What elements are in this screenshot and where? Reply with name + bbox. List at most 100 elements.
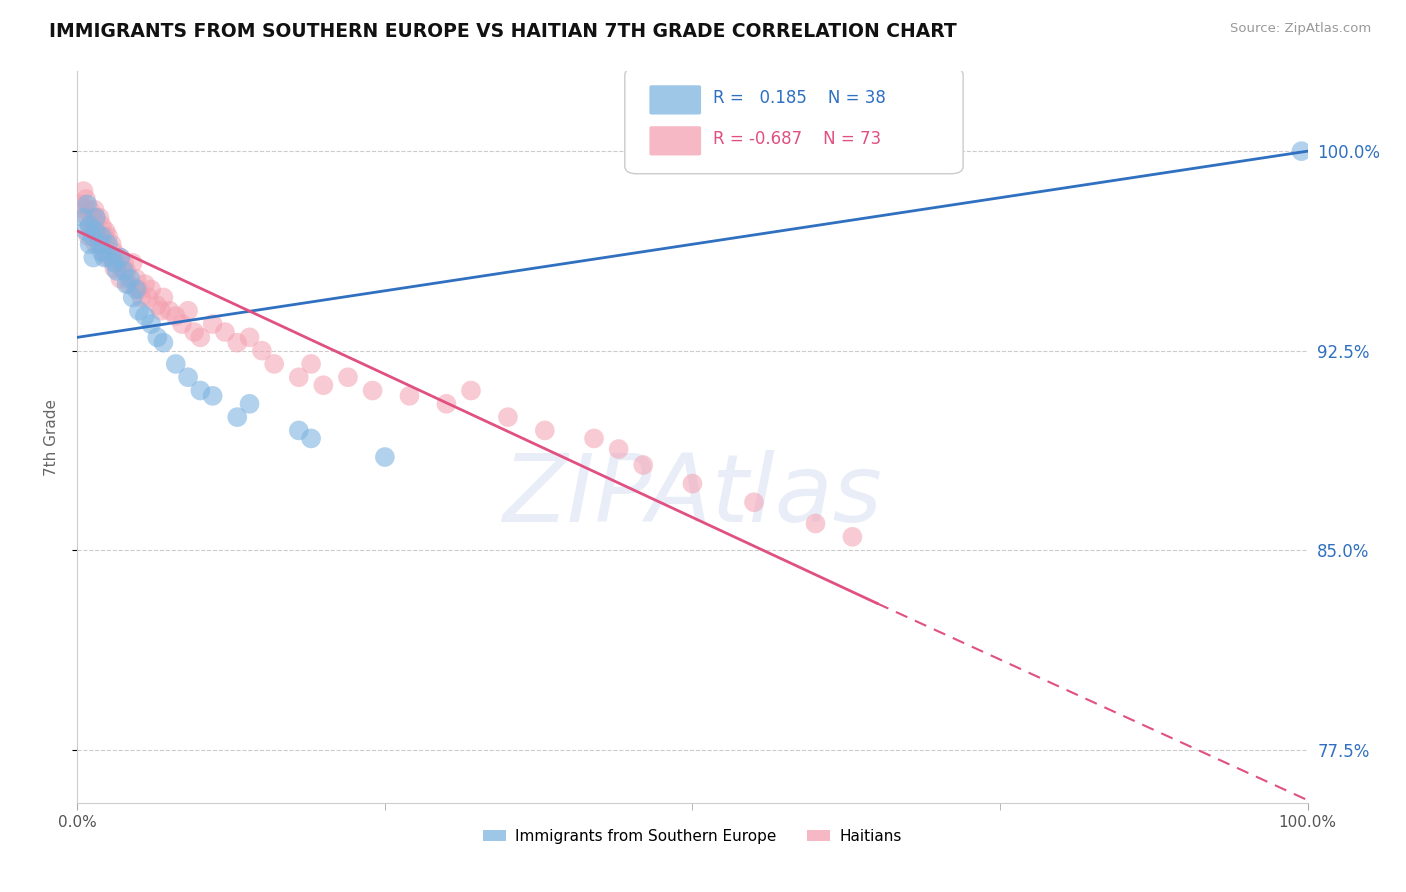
Point	[159, 303, 181, 318]
FancyBboxPatch shape	[650, 86, 702, 114]
Text: R =   0.185    N = 38: R = 0.185 N = 38	[713, 89, 886, 107]
Point	[97, 237, 120, 252]
Text: Source: ZipAtlas.com: Source: ZipAtlas.com	[1230, 22, 1371, 36]
Point	[110, 272, 132, 286]
Point	[84, 224, 107, 238]
Point	[134, 309, 156, 323]
Point	[82, 211, 104, 225]
Point	[83, 202, 105, 217]
Point	[138, 290, 160, 304]
Point	[239, 397, 262, 411]
Point	[84, 211, 107, 225]
Text: IMMIGRANTS FROM SOUTHERN EUROPE VS HAITIAN 7TH GRADE CORRELATION CHART: IMMIGRANTS FROM SOUTHERN EUROPE VS HAITI…	[49, 22, 957, 41]
Point	[90, 229, 114, 244]
Point	[239, 330, 262, 344]
Point	[120, 272, 142, 286]
Point	[152, 335, 174, 350]
Point	[288, 370, 311, 384]
Point	[86, 229, 108, 244]
Point	[121, 256, 143, 270]
Point	[188, 330, 212, 344]
Point	[79, 202, 101, 217]
Point	[177, 370, 200, 384]
Y-axis label: 7th Grade: 7th Grade	[44, 399, 59, 475]
Point	[141, 317, 163, 331]
Point	[118, 277, 141, 292]
Point	[112, 264, 135, 278]
Point	[146, 330, 169, 344]
Point	[125, 283, 148, 297]
Point	[97, 229, 120, 244]
Point	[682, 476, 704, 491]
Point	[84, 211, 107, 225]
Point	[79, 219, 101, 233]
Point	[90, 237, 114, 252]
Point	[79, 237, 101, 252]
Point	[75, 224, 97, 238]
Point	[201, 317, 224, 331]
Point	[165, 309, 187, 323]
Point	[214, 325, 236, 339]
Legend: Immigrants from Southern Europe, Haitians: Immigrants from Southern Europe, Haitian…	[477, 822, 908, 850]
Point	[93, 251, 115, 265]
Point	[146, 298, 169, 312]
Point	[90, 245, 114, 260]
Point	[76, 211, 98, 225]
Point	[82, 224, 104, 238]
Point	[115, 277, 138, 292]
Point	[70, 197, 93, 211]
Point	[460, 384, 482, 398]
Point	[103, 256, 125, 270]
Point	[633, 458, 655, 472]
Point	[128, 303, 150, 318]
Point	[299, 431, 322, 445]
Point	[288, 424, 311, 438]
Point	[226, 335, 249, 350]
Point	[72, 211, 94, 225]
Point	[89, 211, 111, 225]
Point	[73, 202, 96, 217]
Point	[112, 256, 135, 270]
Point	[101, 237, 124, 252]
Point	[165, 357, 187, 371]
Point	[90, 219, 114, 233]
Point	[903, 809, 925, 823]
Point	[103, 261, 125, 276]
Point	[250, 343, 273, 358]
Point	[263, 357, 285, 371]
Point	[105, 256, 128, 270]
Point	[72, 184, 94, 198]
Point	[79, 219, 101, 233]
Point	[583, 431, 606, 445]
Point	[121, 290, 143, 304]
Point	[141, 283, 163, 297]
Point	[128, 283, 150, 297]
Point	[110, 251, 132, 265]
Point	[607, 442, 630, 456]
Point	[93, 245, 115, 260]
Point	[226, 410, 249, 425]
Point	[89, 237, 111, 252]
Point	[170, 317, 193, 331]
Point	[75, 192, 97, 206]
Point	[84, 237, 107, 252]
Point	[361, 384, 384, 398]
Point	[82, 251, 104, 265]
Point	[125, 272, 148, 286]
Point	[312, 378, 335, 392]
Point	[115, 264, 138, 278]
Point	[103, 245, 125, 260]
Point	[89, 229, 111, 244]
Point	[1291, 144, 1313, 158]
Point	[129, 290, 153, 304]
Point	[436, 397, 458, 411]
Point	[82, 229, 104, 244]
Point	[534, 424, 557, 438]
FancyBboxPatch shape	[624, 68, 963, 174]
Point	[150, 303, 173, 318]
Point	[742, 495, 765, 509]
Point	[188, 384, 212, 398]
Point	[94, 224, 117, 238]
Point	[866, 814, 889, 829]
Point	[496, 410, 519, 425]
